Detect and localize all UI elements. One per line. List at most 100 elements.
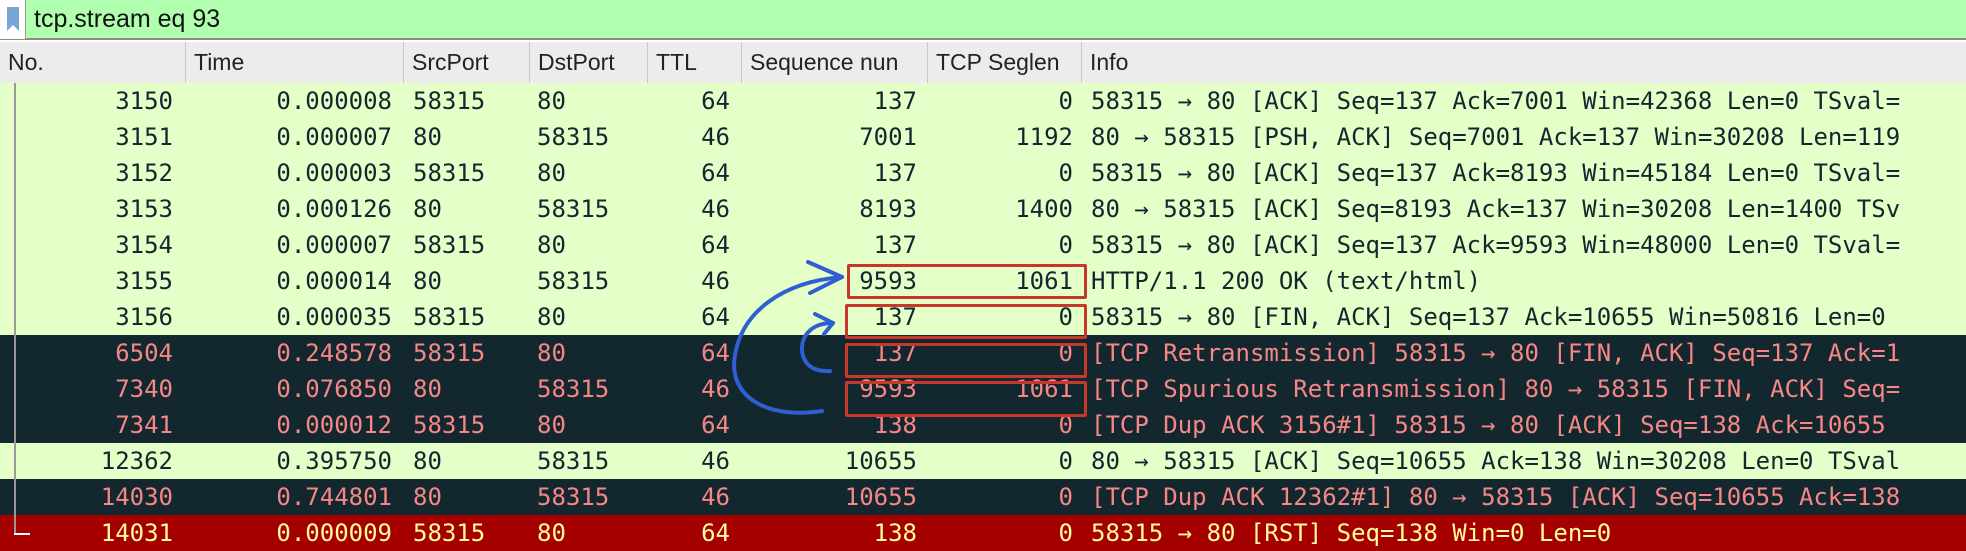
cell-src: 58315 [413,231,486,259]
display-filter-bar[interactable]: tcp.stream eq 93 [0,0,1966,40]
cell-info: 58315 → 80 [ACK] Seq=137 Ack=7001 Win=42… [1091,87,1901,115]
column-header-no[interactable]: No. [8,49,44,75]
cell-ttl: 64 [701,231,730,259]
cell-time: 0.000009 [276,519,392,547]
cell-no: 3150 [115,87,173,115]
cell-seq: 10655 [844,483,917,511]
packet-row[interactable]: 3152 0.000003 58315 80 64 137 0 58315 → 80 [ACK… [0,155,1966,191]
cell-seq: 10655 [844,447,917,475]
cell-no: 3152 [115,159,173,187]
packet-row[interactable]: 14031 0.000009 58315 80 64 138 0 58315 → 80 [RS… [0,515,1966,551]
cell-time: 0.000126 [276,195,392,223]
column-header-ttl[interactable]: TTL [647,42,741,83]
cell-dst: 58315 [537,447,610,475]
cell-src: 80 [413,267,442,295]
cell-time: 0.000007 [276,231,392,259]
column-header-time[interactable]: Time [185,42,403,83]
cell-len: 0 [1058,231,1073,259]
cell-no: 3153 [115,195,173,223]
cell-src: 80 [413,483,442,511]
cell-dst: 80 [537,303,566,331]
column-header-seglen[interactable]: TCP Seglen [927,42,1081,83]
annotation-box-3155 [847,264,1087,299]
conversation-tree-end [14,533,30,535]
cell-src: 58315 [413,303,486,331]
cell-seq: 137 [873,231,917,259]
cell-time: 0.000007 [276,123,392,151]
cell-seq: 137 [873,87,917,115]
arrow-6504-to-3156-head [813,312,835,336]
column-header-dst-port[interactable]: DstPort [529,42,647,83]
column-header-src-port[interactable]: SrcPort [403,42,529,83]
packet-row[interactable]: 7341 0.000012 58315 80 64 138 0 [TCP Dup ACK 31… [0,407,1966,443]
bookmark-icon[interactable] [0,0,26,39]
cell-ttl: 46 [701,123,730,151]
packet-row[interactable]: 3155 0.000014 80 58315 46 9593 1061 HTTP/1.1 20… [0,263,1966,299]
packet-row[interactable]: 3151 0.000007 80 58315 46 7001 1192 80 → 58315 … [0,119,1966,155]
cell-dst: 80 [537,231,566,259]
annotation-box-7340 [845,381,1087,417]
cell-ttl: 46 [701,375,730,403]
cell-len: 1061 [1015,267,1073,295]
cell-len: 0 [1058,159,1073,187]
cell-time: 0.076850 [276,375,392,403]
cell-seq: 7001 [859,123,917,151]
cell-seq: 9593 [859,375,917,403]
cell-ttl: 64 [701,519,730,547]
packet-row[interactable]: 14030 0.744801 80 58315 46 10655 0 [TCP Dup ACK… [0,479,1966,515]
cell-info: HTTP/1.1 200 OK (text/html) [1091,267,1482,295]
cell-ttl: 64 [701,159,730,187]
cell-no: 3155 [115,267,173,295]
cell-time: 0.744801 [276,483,392,511]
cell-src: 80 [413,123,442,151]
cell-no: 14030 [100,483,173,511]
cell-ttl: 46 [701,447,730,475]
annotation-box-6504 [845,343,1087,378]
cell-seq: 8193 [859,195,917,223]
packet-row[interactable]: 3156 0.000035 58315 80 64 137 0 58315 → 80 [FIN… [0,299,1966,335]
cell-len: 0 [1058,339,1073,367]
cell-time: 0.248578 [276,339,392,367]
cell-info: [TCP Spurious Retransmission] 80 → 58315… [1091,375,1901,403]
arrow-7340-to-3155-head [806,260,844,295]
cell-len: 0 [1058,447,1073,475]
cell-ttl: 46 [701,195,730,223]
packet-row[interactable]: 3150 0.000008 58315 80 64 137 0 58315 → 80 [ACK… [0,83,1966,119]
cell-no: 7340 [115,375,173,403]
cell-ttl: 64 [701,411,730,439]
cell-dst: 58315 [537,375,610,403]
cell-ttl: 46 [701,267,730,295]
cell-len: 0 [1058,519,1073,547]
cell-info: [TCP Dup ACK 3156#1] 58315 → 80 [ACK] Se… [1091,411,1886,439]
cell-src: 58315 [413,87,486,115]
display-filter-input[interactable]: tcp.stream eq 93 [34,4,221,33]
packet-list-header: No. Time SrcPort DstPort TTL Sequence nun TCP … [0,42,1966,83]
cell-src: 58315 [413,411,486,439]
cell-time: 0.000035 [276,303,392,331]
packet-row[interactable]: 12362 0.395750 80 58315 46 10655 0 80 → 58315 [… [0,443,1966,479]
packet-row[interactable]: 6504 0.248578 58315 80 64 137 0 [TCP Retransmis… [0,335,1966,371]
cell-len: 0 [1058,87,1073,115]
column-header-sequence[interactable]: Sequence nun [741,42,927,83]
cell-ttl: 64 [701,87,730,115]
cell-src: 80 [413,195,442,223]
cell-src: 80 [413,375,442,403]
packet-row[interactable]: 3153 0.000126 80 58315 46 8193 1400 80 → 58315 … [0,191,1966,227]
cell-info: 80 → 58315 [ACK] Seq=10655 Ack=138 Win=3… [1091,447,1901,475]
cell-src: 58315 [413,159,486,187]
cell-time: 0.000014 [276,267,392,295]
cell-dst: 80 [537,411,566,439]
cell-ttl: 46 [701,483,730,511]
cell-seq: 9593 [859,267,917,295]
cell-time: 0.000012 [276,411,392,439]
column-header-info[interactable]: Info [1081,42,1966,83]
cell-dst: 80 [537,87,566,115]
cell-dst: 80 [537,339,566,367]
cell-dst: 58315 [537,123,610,151]
cell-dst: 58315 [537,195,610,223]
arrow-7340-to-3155 [732,275,844,415]
cell-src: 58315 [413,519,486,547]
cell-info: 80 → 58315 [PSH, ACK] Seq=7001 Ack=137 W… [1091,123,1901,151]
cell-dst: 80 [537,159,566,187]
packet-row[interactable]: 3154 0.000007 58315 80 64 137 0 58315 → 80 [ACK… [0,227,1966,263]
